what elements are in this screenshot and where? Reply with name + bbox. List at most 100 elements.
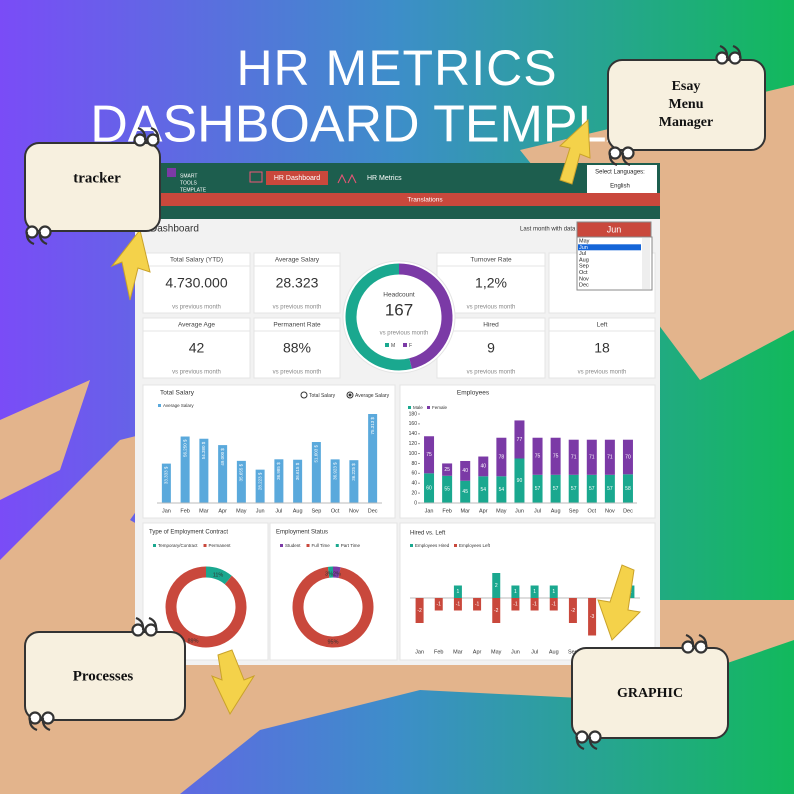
- legend-swatch: [427, 406, 430, 409]
- bar: [530, 598, 539, 611]
- card: [142, 317, 251, 379]
- x-tick-label: Sep: [569, 508, 579, 514]
- scrollbar: [642, 238, 650, 289]
- bar-segment: [442, 463, 453, 476]
- y-tick-label: 40: [411, 481, 417, 487]
- bar-segment: [460, 460, 471, 481]
- language-box[interactable]: [587, 165, 657, 193]
- bar: [236, 460, 246, 503]
- x-tick-label: Jun: [256, 508, 265, 514]
- value-label: 75: [426, 452, 432, 458]
- legend-swatch: [454, 544, 457, 547]
- card: [253, 317, 341, 379]
- language-value[interactable]: English: [610, 184, 630, 190]
- kpi-note: vs previous month: [578, 370, 627, 376]
- x-tick-label: Oct: [588, 508, 597, 514]
- y-tick-label: 120: [409, 441, 418, 447]
- kpi-label: Average Age: [178, 322, 215, 329]
- value-label: -2: [571, 608, 576, 614]
- callout-text: tracker: [73, 170, 121, 186]
- bar: [161, 463, 171, 503]
- logo-text: TOOLS: [180, 180, 198, 186]
- month-option[interactable]: Jun: [579, 245, 588, 251]
- nav-button-bg[interactable]: [266, 171, 328, 185]
- month-option[interactable]: Dec: [579, 283, 589, 289]
- logo-icon: [167, 168, 176, 177]
- callout-box: [607, 59, 766, 151]
- month-option[interactable]: Sep: [579, 264, 589, 270]
- month-option[interactable]: Jul: [579, 251, 586, 257]
- arrow: [597, 564, 642, 641]
- x-tick-label: Apr: [479, 508, 488, 514]
- month-selected: Jun: [607, 224, 622, 234]
- month-option[interactable]: Oct: [579, 270, 588, 276]
- headcount-value: 167: [385, 300, 413, 319]
- quote-mark: [732, 44, 742, 59]
- quote-mark: [25, 231, 35, 246]
- x-tick-label: Feb: [442, 508, 451, 514]
- kpi-label: Average Salary: [275, 257, 320, 264]
- x-tick-label: Dec: [368, 508, 378, 514]
- arrow: [211, 649, 256, 716]
- nav-button[interactable]: HR Metrics: [367, 175, 402, 182]
- value-label: 1: [552, 589, 555, 595]
- quote-mark: [28, 711, 42, 725]
- month-option[interactable]: Aug: [579, 257, 589, 263]
- kpi-value: 18: [594, 340, 610, 356]
- legend-swatch: [335, 544, 339, 547]
- bar: [568, 598, 577, 623]
- card: [436, 252, 546, 314]
- legend-swatch: [385, 343, 389, 347]
- value-label: 49.000 $: [220, 448, 225, 466]
- legend-swatch: [203, 544, 207, 547]
- chart-title: Employees: [457, 390, 490, 397]
- headcount-note: vs previous month: [380, 331, 429, 337]
- kpi-note: vs previous month: [273, 305, 322, 311]
- bar: [180, 436, 190, 503]
- legend-label: Temporary/Contract: [158, 543, 198, 548]
- bar: [453, 598, 462, 611]
- value-label: 1: [533, 589, 536, 595]
- quote-mark: [133, 133, 147, 147]
- callout-text: Processes: [73, 668, 134, 684]
- value-label: 35.655 $: [239, 463, 244, 481]
- quote-mark: [698, 633, 708, 648]
- value-label: -1: [552, 602, 557, 608]
- donut-segment: [345, 263, 412, 371]
- x-tick-label: Jan: [162, 508, 171, 514]
- quote-mark: [681, 640, 695, 654]
- quote-mark: [150, 126, 160, 141]
- logo-text: TEMPLATE: [180, 187, 207, 193]
- kpi-label: Permanent Rate: [273, 322, 321, 329]
- month-option[interactable]: Nov: [579, 276, 589, 282]
- x-tick-label: Mar: [199, 508, 209, 514]
- value-label: 11%: [213, 572, 224, 578]
- nav-icon: [337, 173, 357, 184]
- quote-mark: [694, 640, 708, 654]
- legend-swatch: [153, 544, 156, 547]
- value-label: 75: [553, 454, 559, 460]
- nav-button[interactable]: HR Dashboard: [274, 175, 320, 182]
- quote-mark: [38, 225, 52, 239]
- callout-text: Menu: [669, 97, 704, 112]
- legend-label: Average Salary: [163, 403, 194, 408]
- donut-segment: [205, 566, 232, 585]
- quote-mark: [621, 152, 631, 167]
- bar: [453, 585, 462, 598]
- value-label: 36.615 $: [295, 462, 300, 480]
- y-tick-label: 180: [409, 411, 418, 417]
- y-tick-label: 160: [409, 421, 418, 427]
- month-option[interactable]: May: [579, 238, 590, 244]
- arrow: [558, 118, 591, 185]
- value-label: 36.985 $: [276, 462, 281, 480]
- legend-label: Male: [413, 405, 423, 410]
- kpi-label: Hired: [483, 322, 499, 329]
- bar: [368, 414, 378, 503]
- value-label: 57: [571, 486, 577, 492]
- value-label: 54: [481, 487, 487, 493]
- x-tick-label: May: [496, 508, 507, 514]
- kpi-note: vs previous month: [172, 305, 221, 311]
- radio[interactable]: [300, 391, 308, 399]
